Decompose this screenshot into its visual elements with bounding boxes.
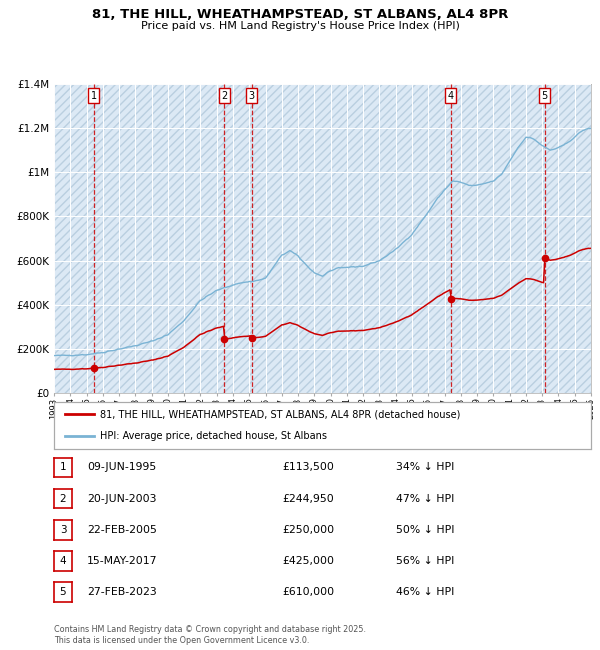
Text: 5: 5 (59, 587, 67, 597)
Text: 4: 4 (448, 90, 454, 101)
Text: 46% ↓ HPI: 46% ↓ HPI (396, 587, 454, 597)
Text: £113,500: £113,500 (282, 462, 334, 473)
Text: Contains HM Land Registry data © Crown copyright and database right 2025.
This d: Contains HM Land Registry data © Crown c… (54, 625, 366, 645)
Text: 4: 4 (59, 556, 67, 566)
Text: 1: 1 (59, 462, 67, 473)
Text: 1: 1 (91, 90, 97, 101)
Text: 81, THE HILL, WHEATHAMPSTEAD, ST ALBANS, AL4 8PR: 81, THE HILL, WHEATHAMPSTEAD, ST ALBANS,… (92, 8, 508, 21)
Text: 2: 2 (59, 493, 67, 504)
Text: 47% ↓ HPI: 47% ↓ HPI (396, 493, 454, 504)
Text: 15-MAY-2017: 15-MAY-2017 (87, 556, 157, 566)
Text: £425,000: £425,000 (282, 556, 334, 566)
Text: 27-FEB-2023: 27-FEB-2023 (87, 587, 157, 597)
Text: 2: 2 (221, 90, 227, 101)
Text: Price paid vs. HM Land Registry's House Price Index (HPI): Price paid vs. HM Land Registry's House … (140, 21, 460, 31)
Text: HPI: Average price, detached house, St Albans: HPI: Average price, detached house, St A… (100, 431, 326, 441)
Text: 3: 3 (248, 90, 254, 101)
Text: 50% ↓ HPI: 50% ↓ HPI (396, 525, 455, 535)
Text: £244,950: £244,950 (282, 493, 334, 504)
Text: 09-JUN-1995: 09-JUN-1995 (87, 462, 156, 473)
Text: 5: 5 (542, 90, 548, 101)
Text: 20-JUN-2003: 20-JUN-2003 (87, 493, 157, 504)
Text: 3: 3 (59, 525, 67, 535)
Text: 34% ↓ HPI: 34% ↓ HPI (396, 462, 454, 473)
Text: £250,000: £250,000 (282, 525, 334, 535)
Text: 22-FEB-2005: 22-FEB-2005 (87, 525, 157, 535)
Text: £610,000: £610,000 (282, 587, 334, 597)
Text: 81, THE HILL, WHEATHAMPSTEAD, ST ALBANS, AL4 8PR (detached house): 81, THE HILL, WHEATHAMPSTEAD, ST ALBANS,… (100, 410, 460, 419)
Text: 56% ↓ HPI: 56% ↓ HPI (396, 556, 454, 566)
